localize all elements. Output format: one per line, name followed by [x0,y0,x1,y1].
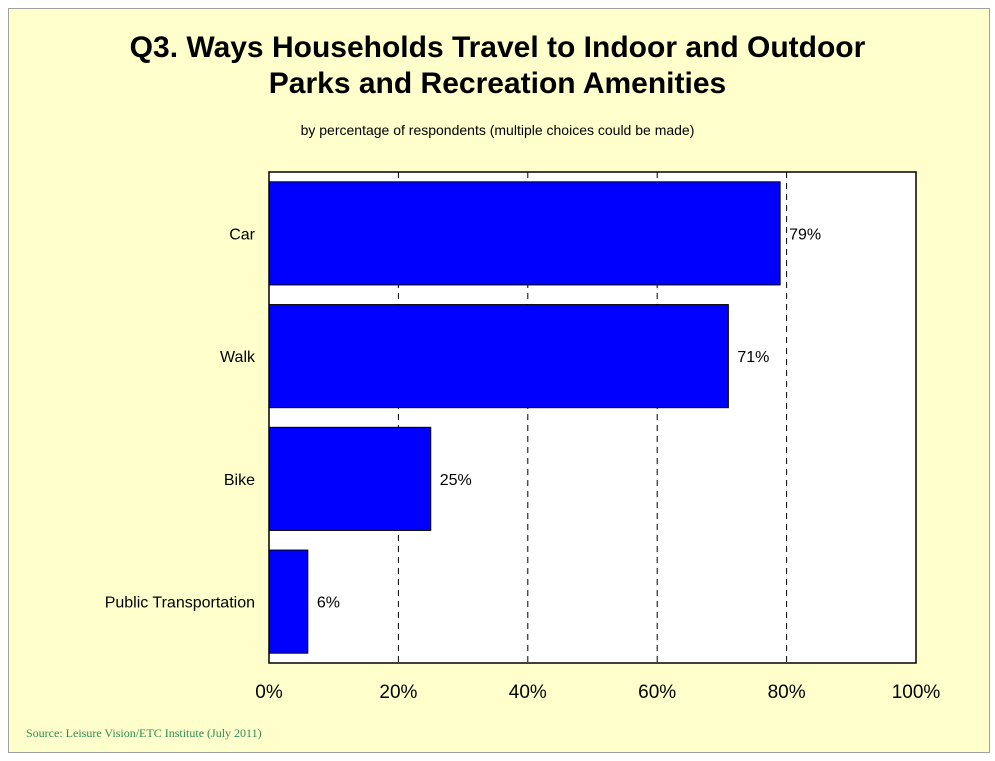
x-tick-label: 100% [892,682,941,703]
bar [268,549,309,654]
category-label: Bike [224,472,255,489]
bar [268,426,432,531]
category-label: Car [229,226,255,243]
value-label: 6% [317,595,340,612]
value-label: 71% [737,349,769,366]
value-label: 79% [789,226,821,243]
x-tick-label: 40% [509,682,547,703]
source-note: Source: Leisure Vision/ETC Institute (Ju… [26,726,262,740]
chart-title-line2: Parks and Recreation Amenities [268,67,727,100]
plot-border [268,171,917,664]
chart-title: Q3. Ways Households Travel to Indoor and… [0,30,995,102]
chart-subtitle: by percentage of respondents (multiple c… [300,122,695,138]
x-tick-label: 60% [638,682,676,703]
value-label: 25% [440,472,472,489]
x-tick-label: 0% [255,682,283,703]
chart-title-line1: Q3. Ways Households Travel to Indoor and… [129,31,866,64]
category-label: Walk [220,349,256,366]
category-label: Public Transportation [105,595,255,612]
bar [268,304,729,409]
x-tick-label: 20% [379,682,417,703]
x-tick-label: 80% [768,682,806,703]
bar [268,181,781,286]
